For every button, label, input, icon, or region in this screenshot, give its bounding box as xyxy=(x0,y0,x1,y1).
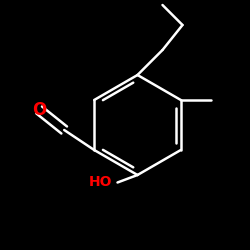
Text: HO: HO xyxy=(89,176,112,190)
Text: O: O xyxy=(32,101,46,119)
